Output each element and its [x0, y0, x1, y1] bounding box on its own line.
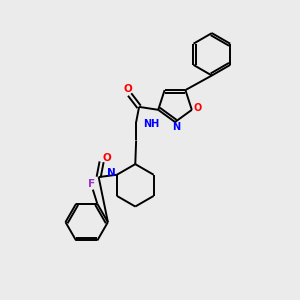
Text: N: N — [172, 122, 181, 132]
Text: O: O — [124, 84, 133, 94]
Text: F: F — [88, 179, 95, 189]
Text: O: O — [102, 153, 111, 163]
Text: N: N — [107, 168, 116, 178]
Text: O: O — [193, 103, 201, 113]
Text: NH: NH — [143, 119, 160, 129]
